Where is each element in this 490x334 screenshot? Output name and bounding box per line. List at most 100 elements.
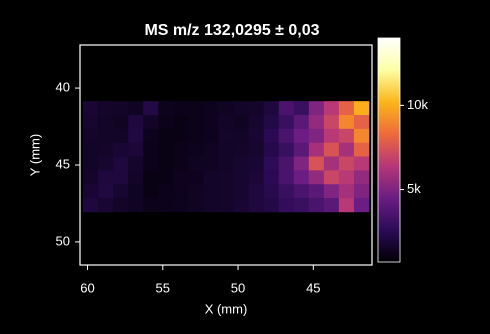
heatmap-cell — [218, 128, 234, 143]
heatmap-cell — [83, 198, 99, 213]
heatmap-cell — [143, 101, 159, 116]
heatmap-cell — [218, 101, 234, 116]
heatmap-cell — [308, 170, 325, 185]
heatmap-cell — [323, 184, 340, 199]
y-tick-label: 50 — [56, 233, 70, 248]
heatmap-cell — [278, 170, 295, 185]
heatmap-cell — [353, 142, 370, 157]
heatmap-cell — [263, 128, 279, 143]
heatmap-cell — [158, 101, 174, 116]
heatmap-cell — [308, 156, 325, 171]
heatmap-cell — [338, 156, 355, 171]
heatmap-cell — [188, 170, 204, 185]
heatmap-cell — [263, 115, 279, 130]
heatmap-cell — [278, 198, 295, 213]
heatmap-cell — [293, 170, 310, 185]
heatmap-cell — [98, 198, 114, 213]
heatmap-cell — [233, 115, 249, 130]
heatmap-cell — [263, 184, 279, 199]
heatmap-cell — [188, 156, 204, 171]
heatmap-cell — [158, 198, 174, 213]
heatmap-cell — [293, 198, 310, 213]
heatmap-cell — [83, 184, 99, 199]
y-axis-label: Y (mm) — [27, 134, 42, 176]
heatmap-cell — [158, 115, 174, 130]
heatmap-cell — [323, 142, 340, 157]
heatmap-cell — [263, 198, 279, 213]
heatmap-cell — [248, 170, 264, 185]
heatmap-cell — [278, 101, 295, 116]
heatmap-cell — [113, 170, 129, 185]
heatmap-cell — [218, 156, 234, 171]
heatmap-cell — [293, 184, 310, 199]
heatmap-cell — [158, 170, 174, 185]
heatmap-cell — [278, 184, 295, 199]
heatmap-cell — [308, 184, 325, 199]
heatmap-cell — [158, 128, 174, 143]
heatmap-cell — [203, 142, 219, 157]
x-tick-label: 55 — [156, 280, 170, 295]
heatmap-cell — [173, 142, 189, 157]
heatmap-cell — [233, 128, 249, 143]
heatmap-cell — [188, 184, 204, 199]
heatmap-cell — [143, 170, 159, 185]
heatmap-cell — [248, 184, 264, 199]
heatmap-cell — [308, 128, 325, 143]
heatmap-cell — [158, 142, 174, 157]
heatmap-cell — [248, 156, 264, 171]
heatmap-cell — [263, 170, 279, 185]
heatmap-cell — [98, 170, 114, 185]
heatmap-cell — [203, 198, 219, 213]
x-tick-label: 50 — [231, 280, 245, 295]
heatmap-cell — [218, 184, 234, 199]
heatmap-cell — [143, 156, 159, 171]
x-tick-label: 45 — [306, 280, 320, 295]
heatmap-cell — [353, 128, 370, 143]
heatmap-cell — [158, 156, 174, 171]
heatmap-cell — [248, 142, 264, 157]
heatmap-cell — [128, 142, 144, 157]
heatmap-cell — [173, 115, 189, 130]
heatmap-cell — [218, 142, 234, 157]
colorbar-tick-label: 5k — [407, 181, 421, 196]
heatmap-cell — [173, 156, 189, 171]
heatmap-cell — [353, 115, 370, 130]
heatmap-cell — [203, 101, 219, 116]
heatmap-cell — [128, 115, 144, 130]
heatmap-cell — [83, 115, 99, 130]
heatmap-cell — [188, 142, 204, 157]
heatmap-cell — [323, 128, 340, 143]
heatmap-cell — [128, 184, 144, 199]
heatmap-cell — [158, 184, 174, 199]
heatmap-cell — [293, 142, 310, 157]
heatmap-cell — [143, 115, 159, 130]
heatmap-cell — [128, 128, 144, 143]
heatmap-cell — [323, 101, 340, 116]
heatmap-cell — [338, 128, 355, 143]
heatmap-cell — [263, 101, 279, 116]
heatmap-cell — [353, 156, 370, 171]
heatmap-cell — [293, 128, 310, 143]
heatmap-cell — [203, 115, 219, 130]
x-axis-label: X (mm) — [205, 301, 248, 316]
heatmap-cell — [128, 170, 144, 185]
heatmap-cell — [203, 156, 219, 171]
heatmap-cell — [143, 184, 159, 199]
chart-title: MS m/z 132,0295 ± 0,03 — [144, 22, 319, 39]
heatmap-cell — [233, 156, 249, 171]
heatmap-cell — [233, 142, 249, 157]
heatmap-cell — [98, 156, 114, 171]
heatmap-cell — [143, 128, 159, 143]
heatmap-cell — [293, 101, 310, 116]
heatmap-cell — [113, 115, 129, 130]
heatmap-cell — [323, 156, 340, 171]
heatmap-cell — [338, 184, 355, 199]
heatmap-cell — [293, 115, 310, 130]
heatmap-cell — [248, 101, 264, 116]
heatmap-cell — [233, 101, 249, 116]
heatmap-cell — [83, 142, 99, 157]
heatmap-cell — [278, 142, 295, 157]
heatmap-cell — [98, 115, 114, 130]
heatmap-cell — [203, 128, 219, 143]
